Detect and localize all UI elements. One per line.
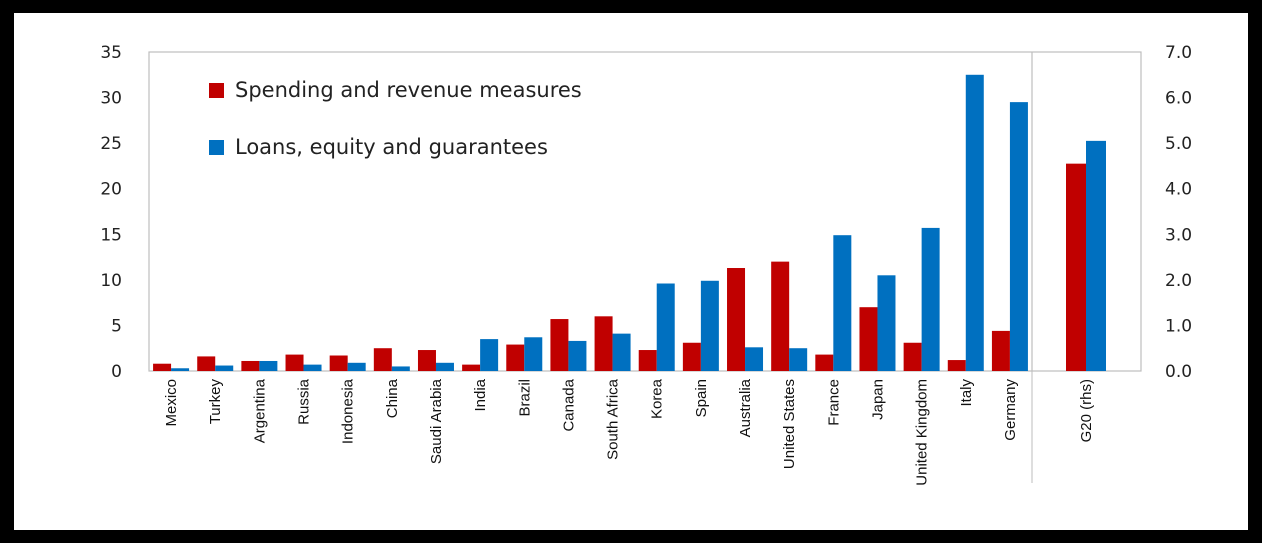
bar-spending bbox=[727, 268, 746, 371]
left-tick-label: 20 bbox=[100, 180, 122, 200]
category-label: Canada bbox=[560, 378, 577, 431]
category-label: Korea bbox=[649, 378, 666, 419]
category-label: Brazil bbox=[516, 379, 533, 417]
right-tick-label: 3.0 bbox=[1165, 225, 1192, 245]
bar-spending bbox=[462, 364, 481, 371]
bar-loans bbox=[1009, 102, 1028, 371]
category-label: Turkey bbox=[207, 379, 224, 425]
category-label: Australia bbox=[737, 378, 754, 437]
category-label: Japan bbox=[869, 379, 886, 420]
category-label-g20: G20 (rhs) bbox=[1078, 379, 1095, 442]
right-tick-label: 4.0 bbox=[1165, 180, 1192, 200]
left-tick-label: 30 bbox=[100, 89, 122, 109]
right-tick-label: 6.0 bbox=[1165, 89, 1192, 109]
bar-spending bbox=[417, 350, 436, 371]
left-axis: 0 5 10 15 20 25 30 35 bbox=[100, 43, 122, 382]
bar-spending bbox=[594, 316, 613, 371]
chart-frame: 0 5 10 15 20 25 30 35 0.0 1.0 2.0 3.0 4.0 5.0 6.0 7.0 … bbox=[14, 13, 1248, 530]
bar-loans bbox=[789, 348, 808, 371]
bar-spending bbox=[859, 307, 878, 371]
bar-loans bbox=[303, 364, 322, 371]
category-label: France bbox=[825, 379, 842, 426]
right-tick-label: 5.0 bbox=[1165, 134, 1192, 154]
bar-loans bbox=[524, 337, 543, 371]
bar-loans bbox=[480, 339, 499, 371]
category-label: United States bbox=[781, 379, 798, 469]
bar-loans bbox=[259, 360, 278, 371]
bar-loans bbox=[833, 235, 852, 371]
category-label: India bbox=[472, 378, 489, 411]
legend-swatch-loans bbox=[209, 140, 224, 155]
bar-g20-spending bbox=[1066, 163, 1086, 371]
bar-loans bbox=[347, 362, 366, 371]
category-label: Spain bbox=[693, 379, 710, 417]
category-label: South Africa bbox=[605, 378, 622, 460]
right-tick-label: 1.0 bbox=[1165, 316, 1192, 336]
legend: Spending and revenue measures Loans, equ… bbox=[209, 78, 582, 159]
category-label: Indonesia bbox=[340, 378, 357, 444]
bar-loans bbox=[215, 365, 234, 371]
bar-loans bbox=[745, 347, 764, 371]
bar-spending bbox=[638, 350, 657, 371]
right-tick-label: 7.0 bbox=[1165, 43, 1192, 63]
bar-loans bbox=[877, 275, 896, 371]
bar-loans bbox=[965, 74, 984, 372]
bar-loans bbox=[568, 340, 587, 371]
category-label: Mexico bbox=[163, 379, 180, 427]
bar-spending bbox=[815, 354, 834, 371]
bar-loans bbox=[921, 227, 940, 371]
bar-spending bbox=[329, 355, 348, 371]
category-label: Germany bbox=[1002, 379, 1019, 441]
bar-spending bbox=[947, 360, 966, 371]
bar-loans bbox=[391, 366, 410, 371]
right-tick-label: 2.0 bbox=[1165, 271, 1192, 291]
legend-swatch-spending bbox=[209, 83, 224, 98]
bar-g20-loans bbox=[1086, 140, 1106, 371]
bar-spending bbox=[153, 363, 172, 371]
left-tick-label: 5 bbox=[111, 316, 122, 336]
category-label: Argentina bbox=[251, 378, 268, 443]
bar-loans bbox=[171, 368, 190, 371]
legend-label-spending: Spending and revenue measures bbox=[235, 78, 582, 102]
category-label: Russia bbox=[296, 378, 313, 425]
category-label: Saudi Arabia bbox=[428, 378, 445, 464]
left-tick-label: 10 bbox=[100, 271, 122, 291]
bar-spending bbox=[771, 261, 790, 371]
left-tick-label: 15 bbox=[100, 225, 122, 245]
left-tick-label: 25 bbox=[100, 134, 122, 154]
bar-spending bbox=[903, 342, 922, 371]
right-axis: 0.0 1.0 2.0 3.0 4.0 5.0 6.0 7.0 bbox=[1165, 43, 1192, 382]
bars bbox=[153, 74, 1106, 372]
bar-spending bbox=[991, 330, 1010, 371]
bar-loans bbox=[656, 283, 675, 371]
bar-spending bbox=[285, 354, 304, 371]
left-tick-label: 35 bbox=[100, 43, 122, 63]
bar-spending bbox=[550, 319, 569, 371]
bar-loans bbox=[435, 362, 454, 371]
bar-spending bbox=[241, 360, 260, 371]
category-label: China bbox=[384, 378, 401, 418]
left-tick-label: 0 bbox=[111, 362, 122, 382]
bar-spending bbox=[506, 344, 525, 371]
right-tick-label: 0.0 bbox=[1165, 362, 1192, 382]
bar-spending bbox=[197, 356, 216, 371]
bar-spending bbox=[373, 348, 392, 371]
category-label: Italy bbox=[958, 379, 975, 407]
category-labels: Mexico Turkey Argentina Russia Indonesia Chin… bbox=[163, 378, 1095, 485]
bar-spending bbox=[682, 342, 701, 371]
category-label: United Kingdom bbox=[914, 379, 931, 486]
legend-label-loans: Loans, equity and guarantees bbox=[235, 135, 548, 159]
bar-loans bbox=[612, 333, 631, 371]
bar-loans bbox=[700, 280, 719, 371]
